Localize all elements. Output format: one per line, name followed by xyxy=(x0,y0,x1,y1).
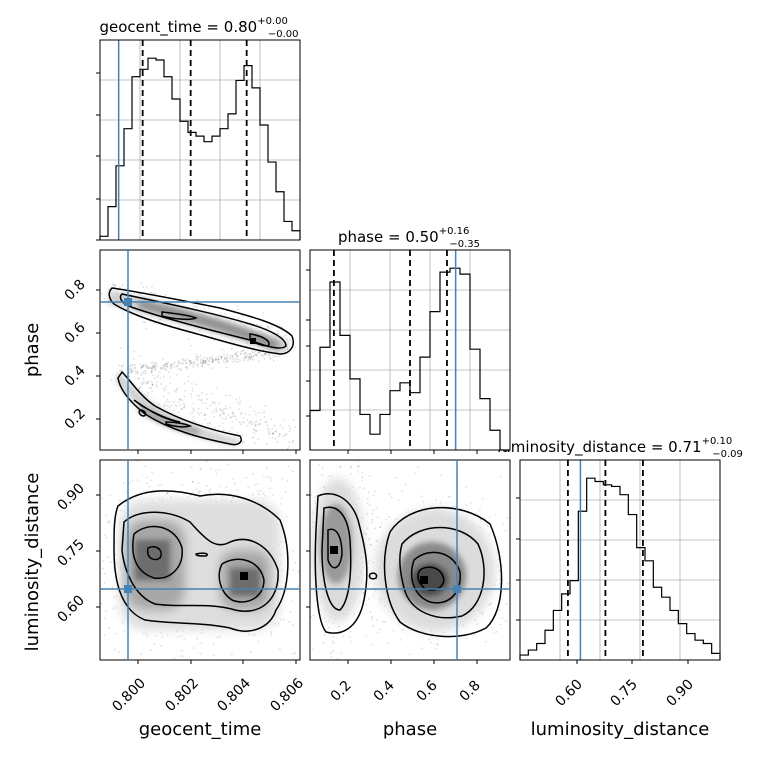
title-geocent-time: geocent_time = 0.80+0.00 −0.00 xyxy=(99,16,298,40)
tick-phase-0.8: 0.8 xyxy=(62,277,89,304)
tick-lum-x-0.60: 0.60 xyxy=(552,676,585,709)
title-luminosity-distance: luminosity_distance = 0.71+0.10 −0.09 xyxy=(497,436,743,460)
xlabel-phase: phase xyxy=(383,719,437,740)
contours-luminosity-vs-phase xyxy=(314,493,503,638)
panel-2d-luminosity-vs-phase: 0.2 0.4 0.6 0.8 phase xyxy=(306,459,511,740)
density-peak-upper xyxy=(250,338,256,344)
xlabel-geocent-time: geocent_time xyxy=(139,719,262,740)
panel-hist-luminosity-distance: 0.60 0.75 0.90 luminosity_distance xyxy=(516,459,721,740)
ylabel-luminosity-distance: luminosity_distance xyxy=(22,473,43,652)
histogram-geocent_time xyxy=(99,57,301,240)
tick-phase-x-0.2: 0.2 xyxy=(328,678,355,705)
tick-lum-x-0.90: 0.90 xyxy=(663,676,696,709)
tick-geo-0.806: 0.806 xyxy=(267,675,307,715)
histogram-luminosity_distance xyxy=(519,477,721,660)
truth-marker xyxy=(124,298,132,306)
tick-phase-0.6: 0.6 xyxy=(62,320,89,347)
tick-phase-x-0.4: 0.4 xyxy=(371,678,398,705)
ylabel-phase: phase xyxy=(22,323,43,377)
tick-phase-0.4: 0.4 xyxy=(62,363,89,390)
panel-hist-geocent-time xyxy=(96,39,301,241)
tick-phase-x-0.6: 0.6 xyxy=(414,678,441,705)
tick-lum-0.60: 0.60 xyxy=(54,592,87,625)
tick-geo-0.804: 0.804 xyxy=(214,675,254,715)
panel-2d-phase-vs-geocent-time: 0.2 0.4 0.6 0.8 phase xyxy=(22,249,301,454)
contours-phase-vs-geocent-time xyxy=(108,287,294,446)
xlabel-luminosity-distance: luminosity_distance xyxy=(531,719,710,740)
tick-phase-0.2: 0.2 xyxy=(62,406,89,433)
panel-hist-phase xyxy=(306,249,511,454)
tick-geo-0.800: 0.800 xyxy=(109,675,149,715)
tick-phase-x-0.8: 0.8 xyxy=(457,678,484,705)
tick-lum-0.75: 0.75 xyxy=(54,536,87,569)
contours-luminosity-vs-geocent-time xyxy=(113,490,289,632)
tick-lum-x-0.75: 0.75 xyxy=(607,676,640,709)
tick-lum-0.90: 0.90 xyxy=(54,480,87,513)
tick-geo-0.802: 0.802 xyxy=(162,675,202,715)
title-phase: phase = 0.50+0.16 −0.35 xyxy=(338,226,480,250)
